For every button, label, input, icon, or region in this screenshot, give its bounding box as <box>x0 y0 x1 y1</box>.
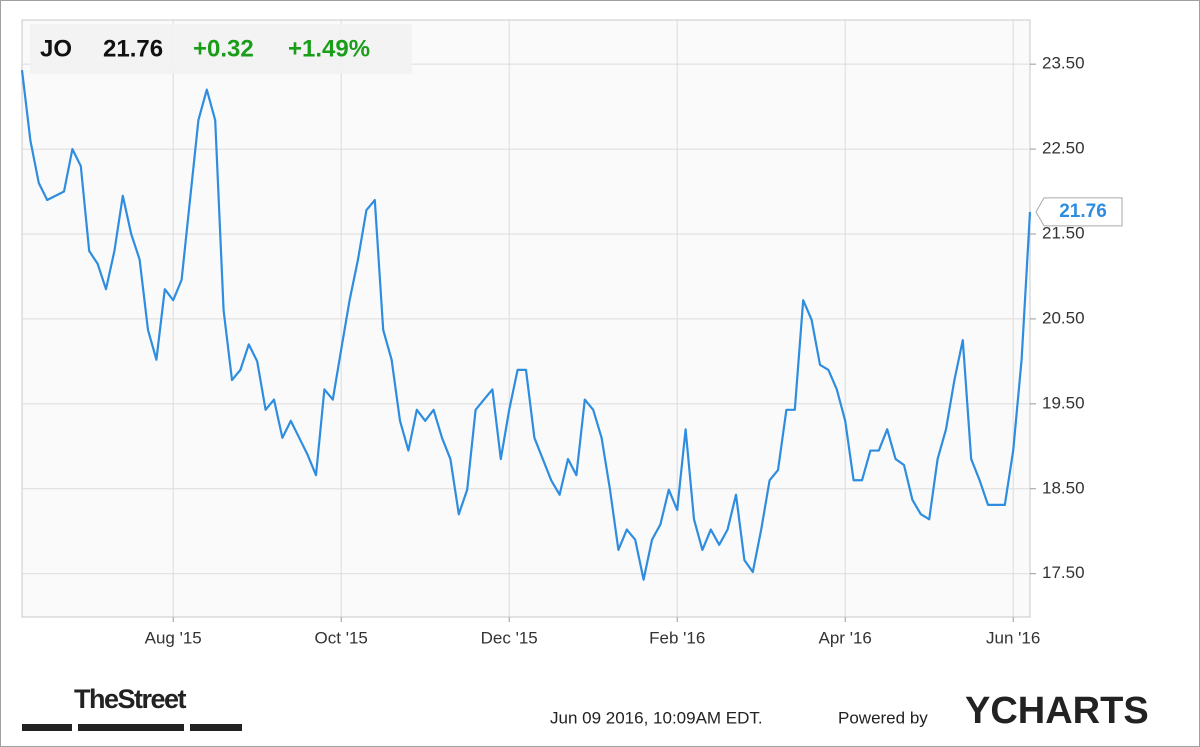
header-box <box>30 24 412 74</box>
timestamp: Jun 09 2016, 10:09AM EDT. <box>550 708 763 727</box>
x-tick-label: Dec '15 <box>481 628 538 647</box>
change: +0.32 <box>193 35 254 62</box>
y-tick-label: 22.50 <box>1042 139 1085 158</box>
y-tick-label: 21.50 <box>1042 223 1085 242</box>
change-pct: +1.49% <box>288 35 370 62</box>
logo-bar <box>78 724 184 731</box>
y-tick-label: 23.50 <box>1042 54 1085 73</box>
logo-bar <box>190 724 242 731</box>
logo-bar <box>22 724 72 731</box>
x-tick-label: Oct '15 <box>315 628 368 647</box>
source-logo: TheStreet <box>74 684 187 714</box>
price-line <box>20 69 1032 581</box>
last-value-box <box>1035 197 1123 227</box>
y-tick-label: 20.50 <box>1042 308 1085 327</box>
brand: YCHARTS <box>965 690 1149 732</box>
x-tick-label: Feb '16 <box>649 628 705 647</box>
x-tick-label: Aug '15 <box>145 628 202 647</box>
powered-by: Powered by <box>838 708 928 727</box>
ticker: JO <box>40 35 72 62</box>
x-tick-label: Apr '16 <box>819 628 872 647</box>
series <box>20 69 1032 581</box>
y-tick-label: 17.50 <box>1042 563 1085 582</box>
price: 21.76 <box>103 35 163 62</box>
y-tick-label: 18.50 <box>1042 478 1085 497</box>
grid <box>22 20 1030 617</box>
x-tick-label: Jun '16 <box>986 628 1040 647</box>
y-tick-label: 19.50 <box>1042 393 1085 412</box>
last-value-label: 21.76 <box>1059 201 1107 222</box>
